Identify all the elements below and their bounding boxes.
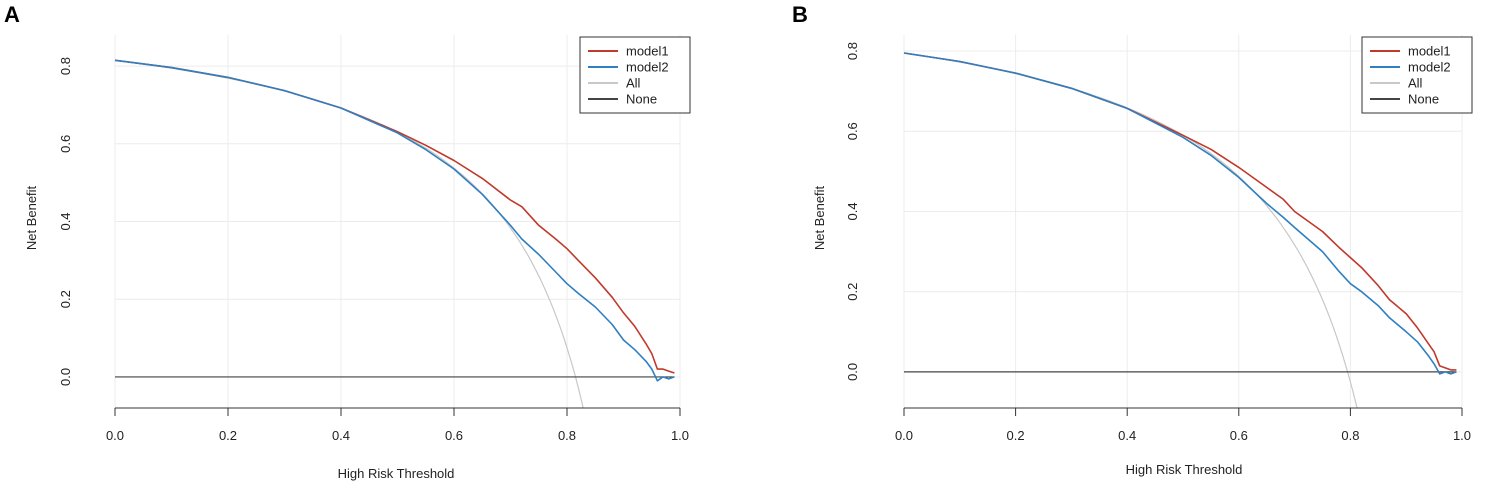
x-tick-label: 0.8 <box>558 428 576 443</box>
x-tick-label: 0.0 <box>106 428 124 443</box>
y-tick-label: 0.0 <box>845 363 860 381</box>
x-tick-label: 1.0 <box>1453 428 1471 443</box>
panel-a: A 0.0 0.2 0.4 0.6 0.8 1.0 0.0 0.2 0.4 0.6 0.8 High… <box>4 2 691 481</box>
legend-label-model1: model1 <box>626 44 669 59</box>
y-axis-title: Net Benefit <box>24 185 39 250</box>
y-tick-label: 0.4 <box>58 212 73 230</box>
x-tick-label: 0.4 <box>1118 428 1136 443</box>
y-axis-title: Net Benefit <box>812 185 827 250</box>
x-tick-label: 0.6 <box>1230 428 1248 443</box>
panel-label: A <box>4 2 20 27</box>
x-tick-label: 0.4 <box>332 428 350 443</box>
y-tick-label: 0.2 <box>845 283 860 301</box>
series-model2-line <box>903 52 1457 375</box>
panel-b: B 0.0 0.2 0.4 0.6 0.8 1.0 0.0 0.2 0.4 0.6 0.8 High… <box>792 2 1473 477</box>
y-tick-label: 0.0 <box>58 368 73 386</box>
legend-label-None: None <box>1408 92 1439 107</box>
series-all-line <box>903 52 1358 409</box>
panel-label: B <box>792 2 808 27</box>
x-axis-title: High Risk Threshold <box>1126 462 1243 477</box>
y-tick-label: 0.8 <box>58 57 73 75</box>
x-tick-label: 0.8 <box>1341 428 1359 443</box>
legend-label-model1: model1 <box>1408 44 1451 59</box>
legend-label-model2: model2 <box>626 60 669 75</box>
y-tick-label: 0.6 <box>58 135 73 153</box>
y-tick-label: 0.4 <box>845 202 860 220</box>
series-model2-line <box>114 59 675 382</box>
x-tick-label: 1.0 <box>671 428 689 443</box>
legend-label-All: All <box>626 76 641 91</box>
y-tick-label: 0.2 <box>58 290 73 308</box>
x-tick-label: 0.2 <box>219 428 237 443</box>
legend-box <box>579 36 691 114</box>
x-tick-label: 0.0 <box>895 428 913 443</box>
series-all-line <box>114 59 584 409</box>
y-tick-label: 0.6 <box>845 122 860 140</box>
x-tick-label: 0.2 <box>1007 428 1025 443</box>
legend-label-None: None <box>626 92 657 107</box>
x-axis-title: High Risk Threshold <box>338 466 455 481</box>
legend-label-All: All <box>1408 76 1423 91</box>
legend-label-model2: model2 <box>1408 60 1451 75</box>
legend-box <box>1361 36 1473 114</box>
x-tick-label: 0.6 <box>445 428 463 443</box>
y-tick-label: 0.8 <box>845 42 860 60</box>
